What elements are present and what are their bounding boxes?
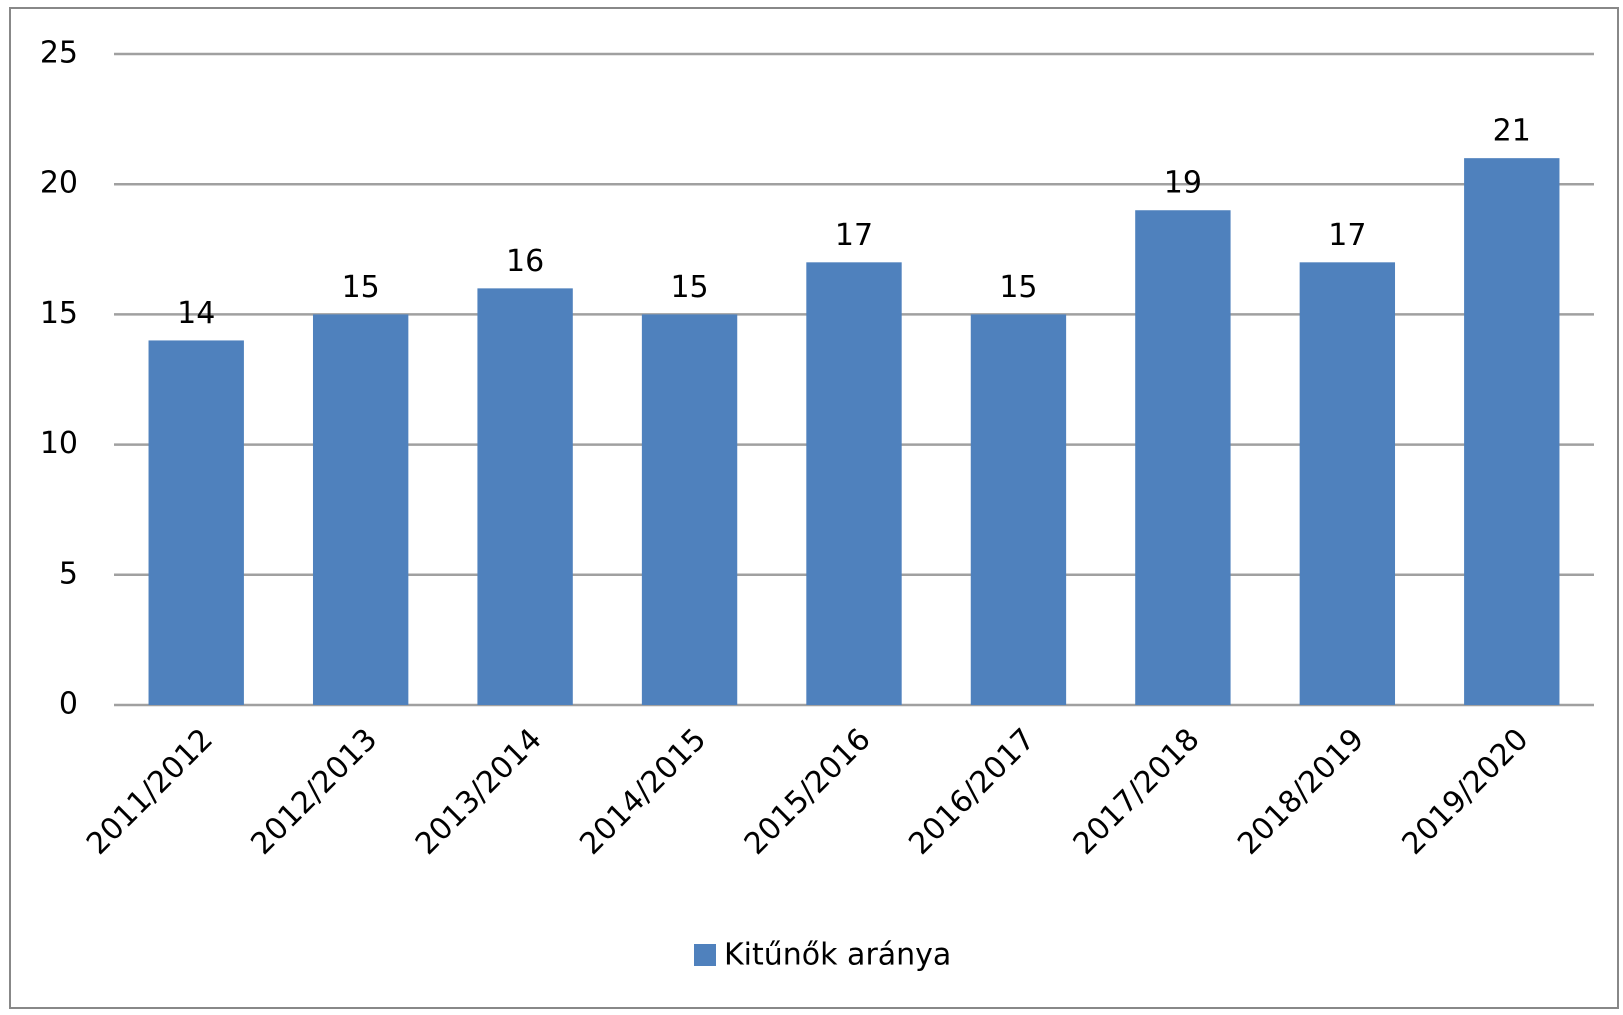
data-label: 21	[1493, 114, 1531, 149]
data-label: 17	[835, 218, 873, 253]
bar	[806, 262, 902, 705]
bar	[477, 288, 573, 705]
data-label: 17	[1328, 218, 1366, 253]
y-tick-label: 10	[40, 426, 78, 461]
y-tick-label: 25	[40, 36, 78, 71]
bar	[1135, 210, 1231, 706]
legend-label: Kitűnők aránya	[724, 938, 951, 973]
bar	[641, 314, 738, 705]
bar	[970, 314, 1067, 705]
data-label: 14	[177, 296, 215, 331]
y-tick-label: 0	[59, 687, 78, 722]
data-label: 15	[342, 270, 380, 305]
y-tick-label: 15	[40, 296, 78, 331]
data-label: 19	[1164, 166, 1202, 201]
data-label: 15	[999, 270, 1037, 305]
bar	[1299, 262, 1396, 705]
data-label: 15	[670, 270, 708, 305]
data-label: 16	[506, 244, 544, 279]
y-tick-label: 5	[59, 556, 78, 591]
legend-swatch	[694, 944, 716, 966]
y-tick-label: 20	[40, 166, 78, 201]
bar	[312, 314, 409, 705]
bar	[1464, 158, 1560, 705]
bar	[148, 340, 244, 705]
